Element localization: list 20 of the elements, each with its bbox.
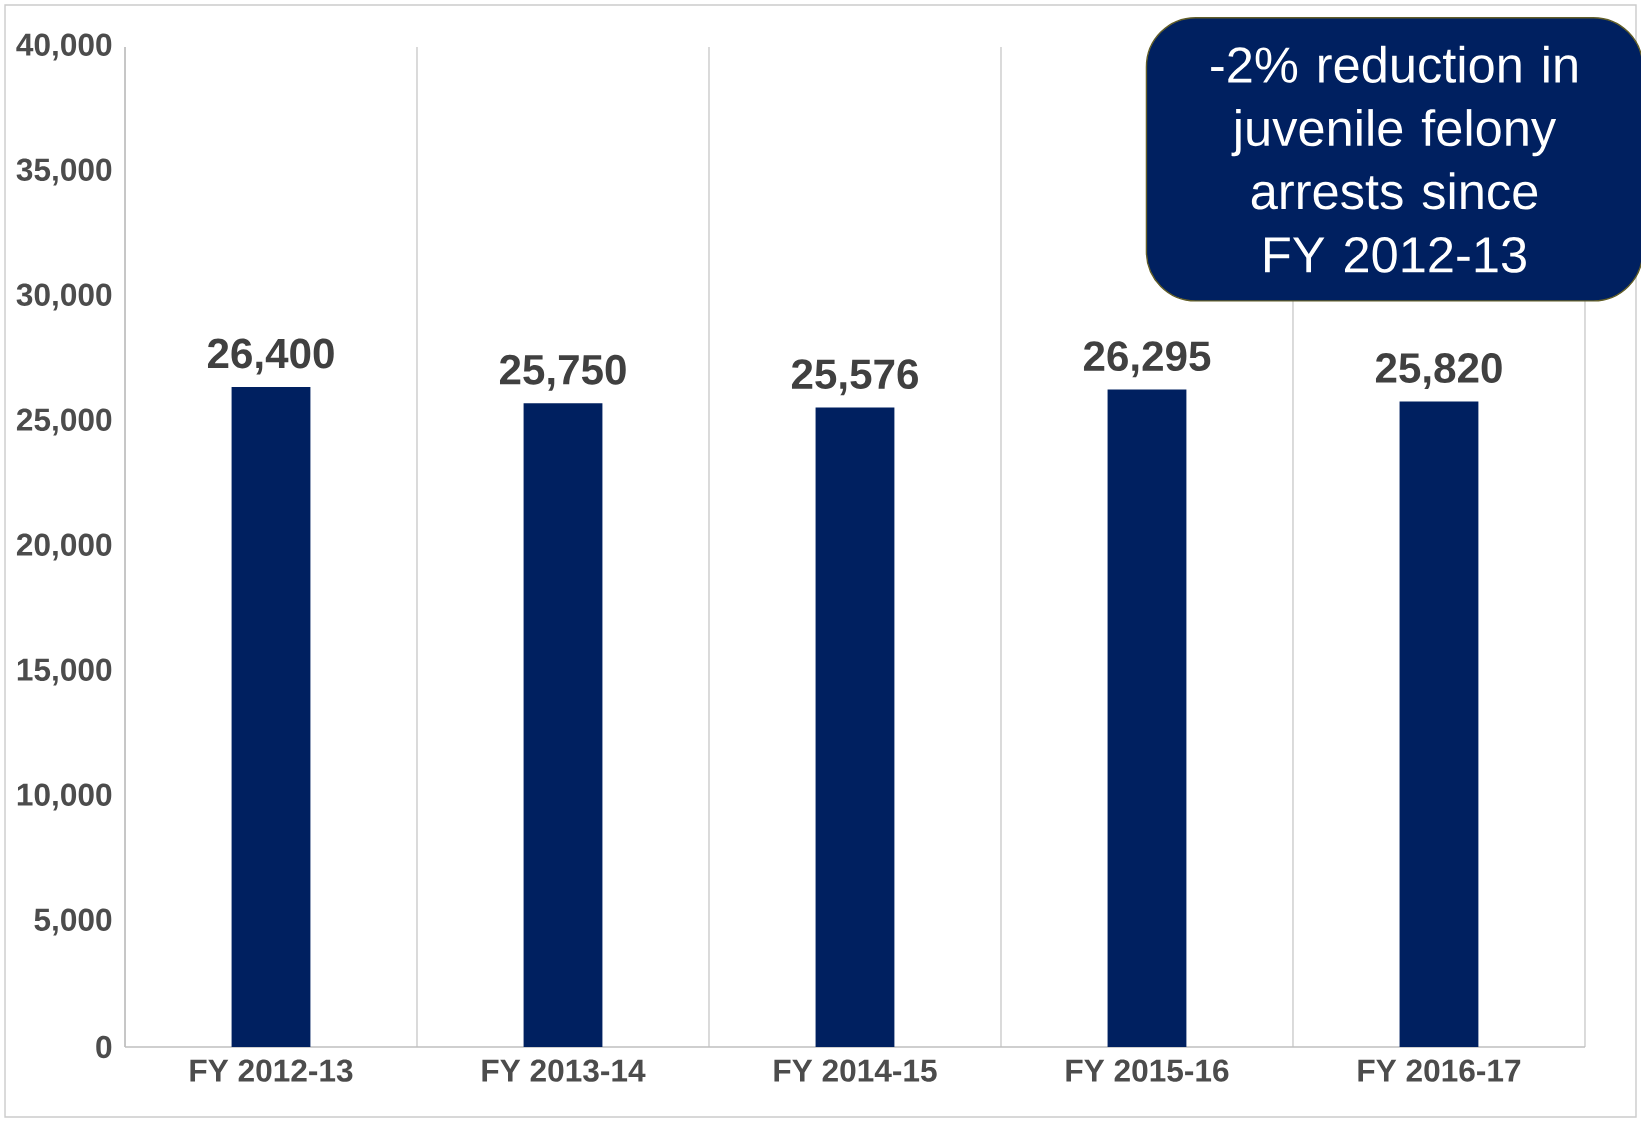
y-tick-label: 15,000	[17, 658, 112, 686]
x-tick-label: FY 2013-14	[482, 1059, 646, 1082]
data-label: 25,576	[791, 359, 918, 396]
x-tick-label: FY 2016-17	[1358, 1059, 1521, 1082]
y-tick-label: 40,000	[16, 33, 112, 61]
x-tick-label: FY 2012-13	[190, 1059, 353, 1082]
y-tick-label: 5,000	[34, 908, 112, 936]
data-label: 26,295	[1083, 341, 1211, 378]
data-label: 26,400	[208, 338, 334, 375]
y-tick-label: 35,000	[16, 158, 112, 186]
y-tick-label: 10,000	[17, 783, 112, 811]
annotation: -2% reduction in juvenile felony arrests since FY 2012-13	[1211, 45, 1577, 273]
y-tick-label: 25,000	[16, 408, 112, 436]
x-tick-label: FY 2014-15	[774, 1059, 937, 1082]
data-label: 25,820	[1375, 353, 1502, 390]
data-label: 25,750	[499, 354, 626, 391]
y-tick-label: 0	[96, 1035, 112, 1059]
y-tick-label: 20,000	[16, 533, 112, 561]
x-tick-label: FY 2015-16	[1066, 1059, 1229, 1082]
y-tick-label: 30,000	[16, 283, 112, 311]
